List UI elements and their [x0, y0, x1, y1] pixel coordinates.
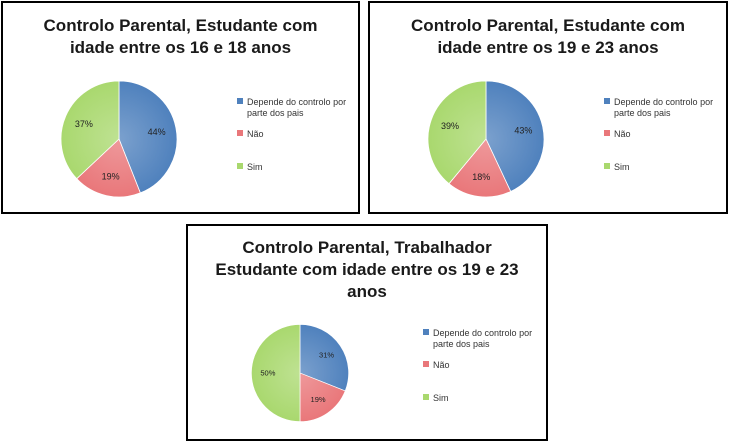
- legend-item-depende: Depende do controlo por parte dos pais: [604, 97, 724, 119]
- pie-chart: 31% 19% 50%: [251, 324, 349, 422]
- legend-label-line: parte dos pais: [247, 108, 304, 118]
- legend-swatch-sim: [604, 163, 610, 169]
- legend-swatch-sim: [423, 394, 429, 400]
- legend-label-line: Depende do controlo por: [614, 97, 714, 107]
- legend-item-nao: Não: [237, 129, 357, 140]
- pie-slice-sim: [427, 80, 487, 185]
- pie-slice-nao: [299, 372, 346, 422]
- legend-label-line: parte dos pais: [433, 339, 490, 349]
- legend-item-nao: Não: [604, 129, 724, 140]
- chart-title-line: Controlo Parental, Estudante com: [43, 16, 318, 35]
- chart-panel-19-23: Controlo Parental, Estudante com idade e…: [368, 1, 728, 214]
- legend-label: Não: [614, 129, 631, 139]
- legend-label-line: Depende do controlo por: [247, 97, 347, 107]
- legend-label-line: Depende do controlo por: [433, 328, 533, 338]
- chart-legend: Depende do controlo por parte dos pais N…: [423, 328, 543, 414]
- chart-title-line: Controlo Parental, Trabalhador: [242, 238, 492, 257]
- legend-item-sim: Sim: [423, 393, 543, 404]
- pie-chart: 44% 19% 37%: [60, 80, 178, 198]
- legend-swatch-sim: [237, 163, 243, 169]
- chart-panel-trabalhador-19-23: Controlo Parental, Trabalhador Estudante…: [186, 224, 548, 441]
- pie-slice-sim: [251, 324, 301, 422]
- pie-slice-nao: [448, 138, 512, 198]
- legend-swatch-depende: [237, 98, 243, 104]
- legend-swatch-nao: [423, 361, 429, 367]
- chart-title: Controlo Parental, Estudante com idade e…: [3, 15, 358, 59]
- pie-label-nao: 19%: [311, 395, 326, 404]
- pie-label-depende: 31%: [319, 350, 334, 359]
- legend-swatch-nao: [604, 130, 610, 136]
- chart-title: Controlo Parental, Trabalhador Estudante…: [188, 237, 546, 303]
- chart-title: Controlo Parental, Estudante com idade e…: [370, 15, 726, 59]
- chart-title-line: anos: [347, 282, 387, 301]
- chart-title-line: Estudante com idade entre os 19 e 23: [215, 260, 519, 279]
- legend-label: Sim: [433, 393, 449, 403]
- legend-swatch-depende: [604, 98, 610, 104]
- legend-label: Sim: [247, 162, 263, 172]
- pie-label-sim: 50%: [260, 369, 275, 378]
- legend-swatch-depende: [423, 329, 429, 335]
- pie-slice-depende: [118, 80, 178, 194]
- legend-label: Não: [247, 129, 264, 139]
- chart-panel-16-18: Controlo Parental, Estudante com idade e…: [1, 1, 360, 214]
- pie-chart: 43% 18% 39%: [427, 80, 545, 198]
- pie-slice-nao: [76, 138, 141, 198]
- pie-label-nao: 18%: [472, 172, 490, 182]
- legend-item-sim: Sim: [237, 162, 357, 173]
- legend-item-depende: Depende do controlo por parte dos pais: [423, 328, 543, 350]
- chart-title-line: idade entre os 19 e 23 anos: [437, 38, 659, 57]
- chart-legend: Depende do controlo por parte dos pais N…: [604, 97, 724, 183]
- pie-label-depende: 44%: [148, 127, 166, 137]
- pie-slice-depende: [485, 80, 545, 193]
- legend-label: Não: [433, 360, 450, 370]
- legend-item-nao: Não: [423, 360, 543, 371]
- pie-label-depende: 43%: [514, 126, 532, 136]
- pie-label-sim: 39%: [441, 121, 459, 131]
- pie-label-nao: 19%: [102, 171, 120, 181]
- chart-title-line: Controlo Parental, Estudante com: [411, 16, 685, 35]
- legend-item-depende: Depende do controlo por parte dos pais: [237, 97, 357, 119]
- legend-item-sim: Sim: [604, 162, 724, 173]
- legend-swatch-nao: [237, 130, 243, 136]
- legend-label-line: parte dos pais: [614, 108, 671, 118]
- legend-label: Sim: [614, 162, 630, 172]
- chart-legend: Depende do controlo por parte dos pais N…: [237, 97, 357, 183]
- pie-slice-sim: [60, 80, 120, 180]
- chart-title-line: idade entre os 16 e 18 anos: [69, 38, 292, 57]
- pie-label-sim: 37%: [75, 119, 93, 129]
- pie-slice-depende: [299, 324, 349, 392]
